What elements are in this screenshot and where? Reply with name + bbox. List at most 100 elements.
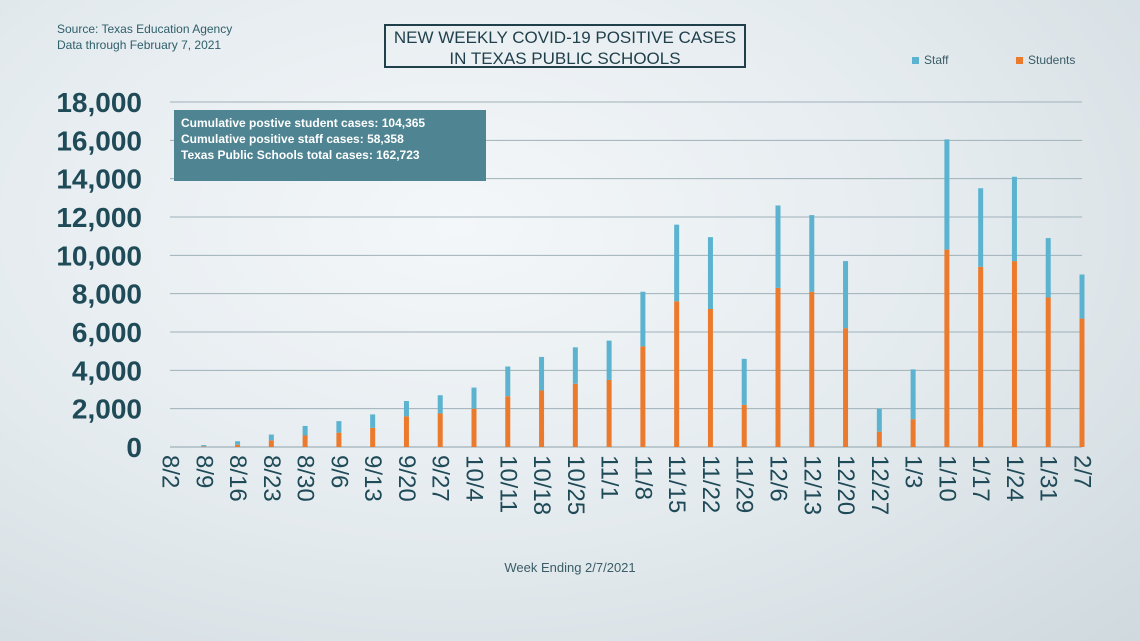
x-tick-label: 10/4 — [461, 455, 488, 502]
bar-staff — [741, 358, 747, 405]
bar-staff — [336, 421, 342, 433]
bar-staff — [843, 261, 849, 329]
legend-swatch-students — [1016, 56, 1023, 64]
bar-students — [201, 446, 207, 447]
bar-students — [572, 383, 578, 447]
bar-staff — [978, 188, 984, 267]
bar-staff — [539, 356, 545, 391]
bar-staff — [302, 425, 308, 436]
x-tick-label: 8/30 — [292, 455, 319, 502]
x-tick-label: 8/16 — [224, 455, 251, 502]
bar-staff — [505, 366, 511, 397]
bar-staff — [707, 237, 713, 309]
data-through-line: Data through February 7, 2021 — [57, 38, 222, 52]
bar-staff — [403, 401, 409, 417]
x-tick-label: 11/29 — [731, 455, 758, 513]
chart-title-line2: IN TEXAS PUBLIC SCHOOLS — [449, 49, 681, 68]
x-tick-label: 8/23 — [258, 455, 285, 502]
x-tick-label: 12/20 — [832, 455, 859, 515]
bar-staff — [437, 395, 443, 414]
bar-staff — [775, 205, 781, 288]
bar-students — [843, 328, 849, 447]
bar-students — [978, 266, 984, 447]
chart-title: NEW WEEKLY COVID-19 POSITIVE CASES IN TE… — [384, 24, 746, 68]
bar-staff — [572, 347, 578, 384]
bar-staff — [1045, 238, 1051, 298]
bar-students — [437, 413, 443, 447]
bar-staff — [1079, 274, 1085, 319]
x-tick-label: 10/25 — [562, 455, 589, 515]
bar-students — [640, 346, 646, 447]
bar-students — [1045, 297, 1051, 447]
bar-students — [876, 431, 882, 447]
y-tick-label: 12,000 — [56, 202, 142, 233]
total-cases: Texas Public Schools total cases: 162,72… — [181, 148, 420, 162]
bar-students — [268, 440, 274, 447]
x-tick-label: 1/3 — [900, 455, 927, 488]
x-tick-label: 8/2 — [157, 455, 184, 488]
bar-students — [707, 309, 713, 447]
bar-students — [370, 427, 376, 447]
x-axis-title: Week Ending 2/7/2021 — [504, 560, 636, 575]
y-tick-label: 16,000 — [56, 125, 142, 156]
bar-students — [674, 301, 680, 447]
x-tick-label: 2/7 — [1069, 455, 1096, 488]
bar-students — [1011, 261, 1017, 447]
bar-staff — [910, 369, 916, 420]
x-tick-label: 12/27 — [866, 455, 893, 515]
bar-students — [809, 291, 815, 447]
bar-staff — [640, 291, 646, 347]
x-tick-label: 1/17 — [967, 455, 994, 502]
bar-students — [741, 404, 747, 447]
y-tick-label: 4,000 — [72, 355, 142, 386]
legend-item-students: Students — [1016, 53, 1075, 67]
y-tick-label: 6,000 — [72, 317, 142, 348]
cumulative-students: Cumulative postive student cases: 104,36… — [181, 116, 426, 130]
bar-staff — [370, 414, 376, 428]
x-tick-label: 1/31 — [1035, 455, 1062, 502]
bar-staff — [268, 434, 274, 441]
x-tick-label: 9/13 — [359, 455, 386, 502]
y-tick-label: 14,000 — [56, 164, 142, 195]
bar-students — [944, 249, 950, 447]
y-tick-label: 18,000 — [56, 87, 142, 118]
x-tick-label: 1/10 — [933, 455, 960, 502]
x-tick-label: 10/11 — [494, 455, 521, 513]
bar-staff — [809, 215, 815, 292]
legend-swatch-staff — [912, 56, 919, 64]
source-note: Source: Texas Education Agency Data thro… — [57, 21, 232, 53]
bar-students — [302, 435, 308, 447]
x-tick-label: 11/8 — [629, 455, 656, 500]
legend-label-staff: Staff — [924, 53, 949, 67]
bar-students — [539, 390, 545, 447]
bar-students — [775, 287, 781, 447]
bar-staff — [674, 224, 680, 302]
bar-staff — [944, 139, 950, 250]
y-tick-label: 2,000 — [72, 394, 142, 425]
cumulative-info-box: Cumulative postive student cases: 104,36… — [174, 110, 486, 181]
x-tick-label: 11/22 — [697, 455, 724, 513]
bar-students — [336, 432, 342, 447]
cumulative-staff: Cumulative positive staff cases: 58,358 — [181, 132, 404, 146]
y-tick-label: 10,000 — [56, 240, 142, 271]
bar-staff — [471, 387, 477, 409]
legend-label-students: Students — [1028, 53, 1076, 67]
x-tick-label: 1/24 — [1001, 455, 1028, 502]
bar-students — [471, 408, 477, 447]
bar-students — [606, 379, 612, 447]
x-tick-label: 9/20 — [393, 455, 420, 502]
bar-students — [505, 396, 511, 447]
source-line: Source: Texas Education Agency — [57, 22, 233, 36]
bar-students — [1079, 318, 1085, 447]
bar-students — [910, 419, 916, 447]
x-tick-label: 10/18 — [528, 455, 555, 515]
bar-staff — [876, 408, 882, 432]
chart-title-line1: NEW WEEKLY COVID-19 POSITIVE CASES — [393, 28, 737, 47]
legend-item-staff: Staff — [912, 53, 948, 67]
bar-staff — [606, 340, 612, 380]
x-tick-label: 9/6 — [325, 455, 352, 488]
x-tick-label: 12/13 — [798, 455, 825, 515]
bar-staff — [235, 441, 241, 445]
x-tick-label: 12/6 — [765, 455, 792, 502]
